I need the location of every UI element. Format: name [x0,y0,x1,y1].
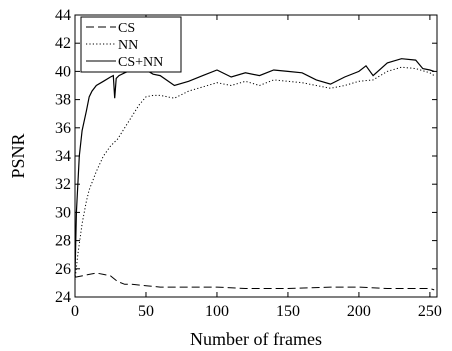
x-axis: 0 50 100 150 200 250 [71,15,442,320]
y-tick-label: 38 [55,92,71,109]
x-tick-label: 250 [418,303,442,320]
y-tick-label: 30 [55,204,71,221]
y-tick-label: 32 [55,176,71,193]
y-tick-label: 24 [55,289,71,306]
y-tick-label: 44 [55,7,71,24]
legend-label: CS [118,21,135,36]
x-tick-label: 200 [347,303,371,320]
legend-label: CS+NN [118,55,163,70]
legend: CS NN CS+NN [80,16,182,73]
y-tick-label: 28 [55,233,71,250]
x-tick-label: 0 [71,303,79,320]
x-tick-label: 100 [205,303,229,320]
y-axis-label: PSNR [8,133,28,178]
y-tick-label: 36 [55,120,71,137]
y-tick-label: 42 [55,35,71,52]
series-line-cs [74,272,435,291]
y-tick-label: 40 [55,63,71,80]
y-axis: 24 26 28 30 32 34 36 38 40 42 44 [55,7,437,306]
x-tick-label: 150 [276,303,300,320]
series-line-nn [74,66,435,281]
y-tick-label: 26 [55,261,71,278]
x-tick-label: 50 [138,303,154,320]
y-tick-label: 34 [55,148,71,165]
series-line-cs-nn [74,58,435,276]
x-axis-label: Number of frames [190,329,322,349]
series-layer [74,58,435,291]
legend-box [80,16,182,73]
legend-label: NN [118,38,138,53]
